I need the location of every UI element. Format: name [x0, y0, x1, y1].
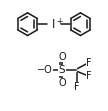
Text: S: S	[59, 65, 65, 75]
Text: F: F	[86, 71, 91, 81]
Text: +: +	[56, 17, 62, 26]
Text: F: F	[86, 58, 91, 68]
Text: F: F	[74, 82, 80, 92]
Text: −O: −O	[37, 65, 53, 75]
Text: O: O	[58, 78, 66, 88]
Text: I: I	[52, 18, 56, 31]
Text: O: O	[58, 52, 66, 62]
